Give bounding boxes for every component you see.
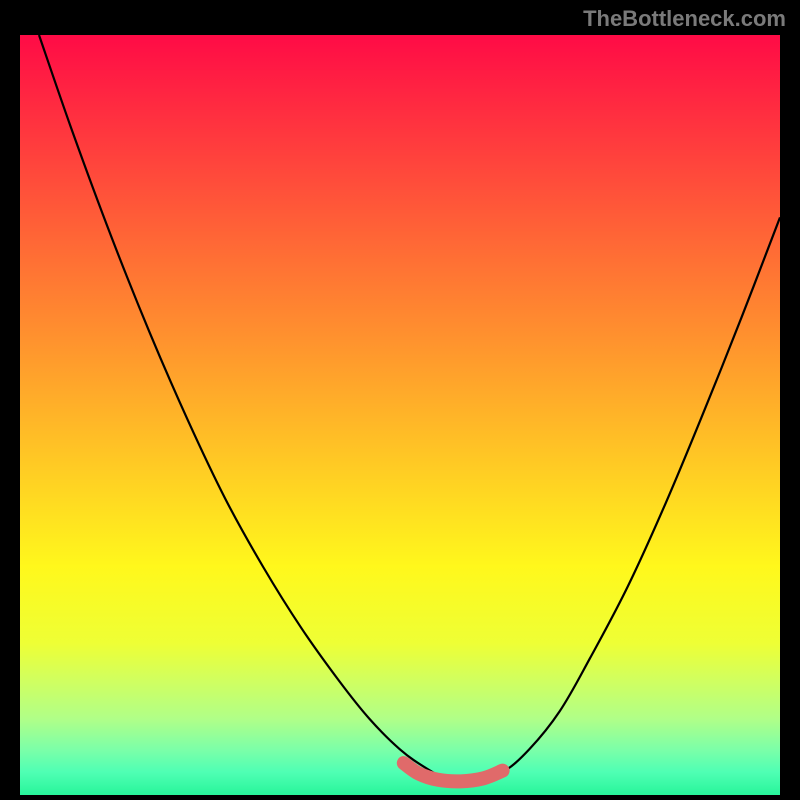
highlight-segment [404,763,503,781]
chart-svg [20,35,780,795]
main-curve [39,35,780,782]
chart-container: TheBottleneck.com [0,0,800,800]
plot-area [20,35,780,795]
watermark-label: TheBottleneck.com [583,6,786,32]
